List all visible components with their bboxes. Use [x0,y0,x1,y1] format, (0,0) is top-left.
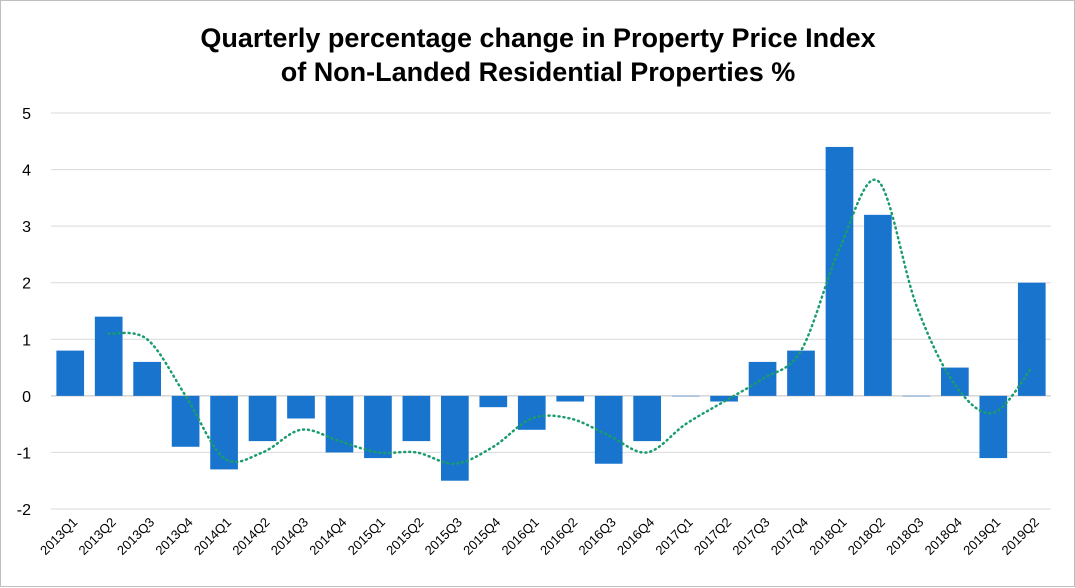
bar-2013Q2 [94,316,123,396]
trend-line-series [107,178,1034,465]
x-tick-label: 2016Q3 [575,515,618,558]
bar-2017Q4 [787,350,815,396]
bar-2014Q2 [248,395,277,442]
x-tick-label: 2018Q2 [845,515,888,558]
x-tick-label: 2013Q4 [152,515,195,558]
y-tick-label: 3 [22,219,31,236]
x-tick-label: 2016Q2 [537,515,580,558]
x-axis-ticks: 2013Q12013Q22013Q32013Q42014Q12014Q22014… [37,515,1042,558]
bar-2018Q3 [902,395,931,397]
x-tick-label: 2014Q2 [229,515,272,558]
x-tick-label: 2015Q3 [422,515,465,558]
x-tick-label: 2014Q3 [268,515,311,558]
x-tick-label: 2018Q4 [922,515,965,558]
y-tick-label: 0 [22,389,31,406]
x-tick-label: 2015Q2 [383,515,426,558]
bar-2018Q4 [941,367,969,396]
bar-2016Q3 [594,395,623,464]
x-tick-label: 2014Q4 [306,515,349,558]
x-tick-label: 2017Q3 [729,515,772,558]
bar-2013Q1 [56,350,85,396]
y-tick-label: 2 [22,276,31,293]
x-tick-label: 2019Q1 [960,515,1003,558]
y-axis-ticks: 5 4 3 2 1 0 -1 -2 [17,106,31,519]
x-tick-label: 2017Q1 [652,515,695,558]
y-tick-label: -1 [17,445,31,462]
y-tick-label: 4 [22,163,31,180]
y-tick-label: 5 [22,106,31,123]
y-tick-label: 1 [22,332,31,349]
x-tick-label: 2016Q4 [614,515,657,558]
x-tick-label: 2017Q4 [768,515,811,558]
trend-line [107,178,1034,465]
x-tick-label: 2013Q3 [114,515,157,558]
bar-2013Q3 [133,361,161,396]
x-tick-label: 2015Q1 [345,515,388,558]
bar-2019Q2 [1017,282,1046,396]
y-tick-label: -2 [17,502,31,519]
bar-2018Q1 [825,146,854,396]
x-tick-label: 2018Q1 [806,515,849,558]
bar-2014Q4 [325,395,354,453]
x-tick-label: 2017Q2 [691,515,734,558]
x-tick-label: 2014Q1 [191,515,234,558]
x-tick-label: 2018Q3 [883,515,926,558]
bar-2017Q1 [671,395,700,397]
gridlines [51,112,1051,510]
bar-series [56,146,1046,481]
x-tick-label: 2019Q2 [999,515,1042,558]
bar-2016Q4 [633,395,661,442]
bar-2015Q4 [479,395,508,408]
x-tick-label: 2016Q1 [499,515,542,558]
bar-2016Q2 [556,395,585,402]
bar-2018Q2 [864,214,892,396]
bar-2014Q3 [287,395,315,419]
bar-2017Q2 [710,395,738,402]
chart-title-line-1: Quarterly percentage change in Property … [200,23,875,53]
x-tick-label: 2013Q1 [37,515,80,558]
bar-2015Q1 [364,395,392,459]
x-tick-label: 2013Q2 [75,515,118,558]
bar-2013Q4 [171,395,200,447]
bar-2015Q2 [402,395,431,442]
chart-title-line-2: of Non-Landed Residential Properties % [281,57,796,87]
x-tick-label: 2015Q4 [460,515,503,558]
bar-2015Q3 [441,395,469,481]
